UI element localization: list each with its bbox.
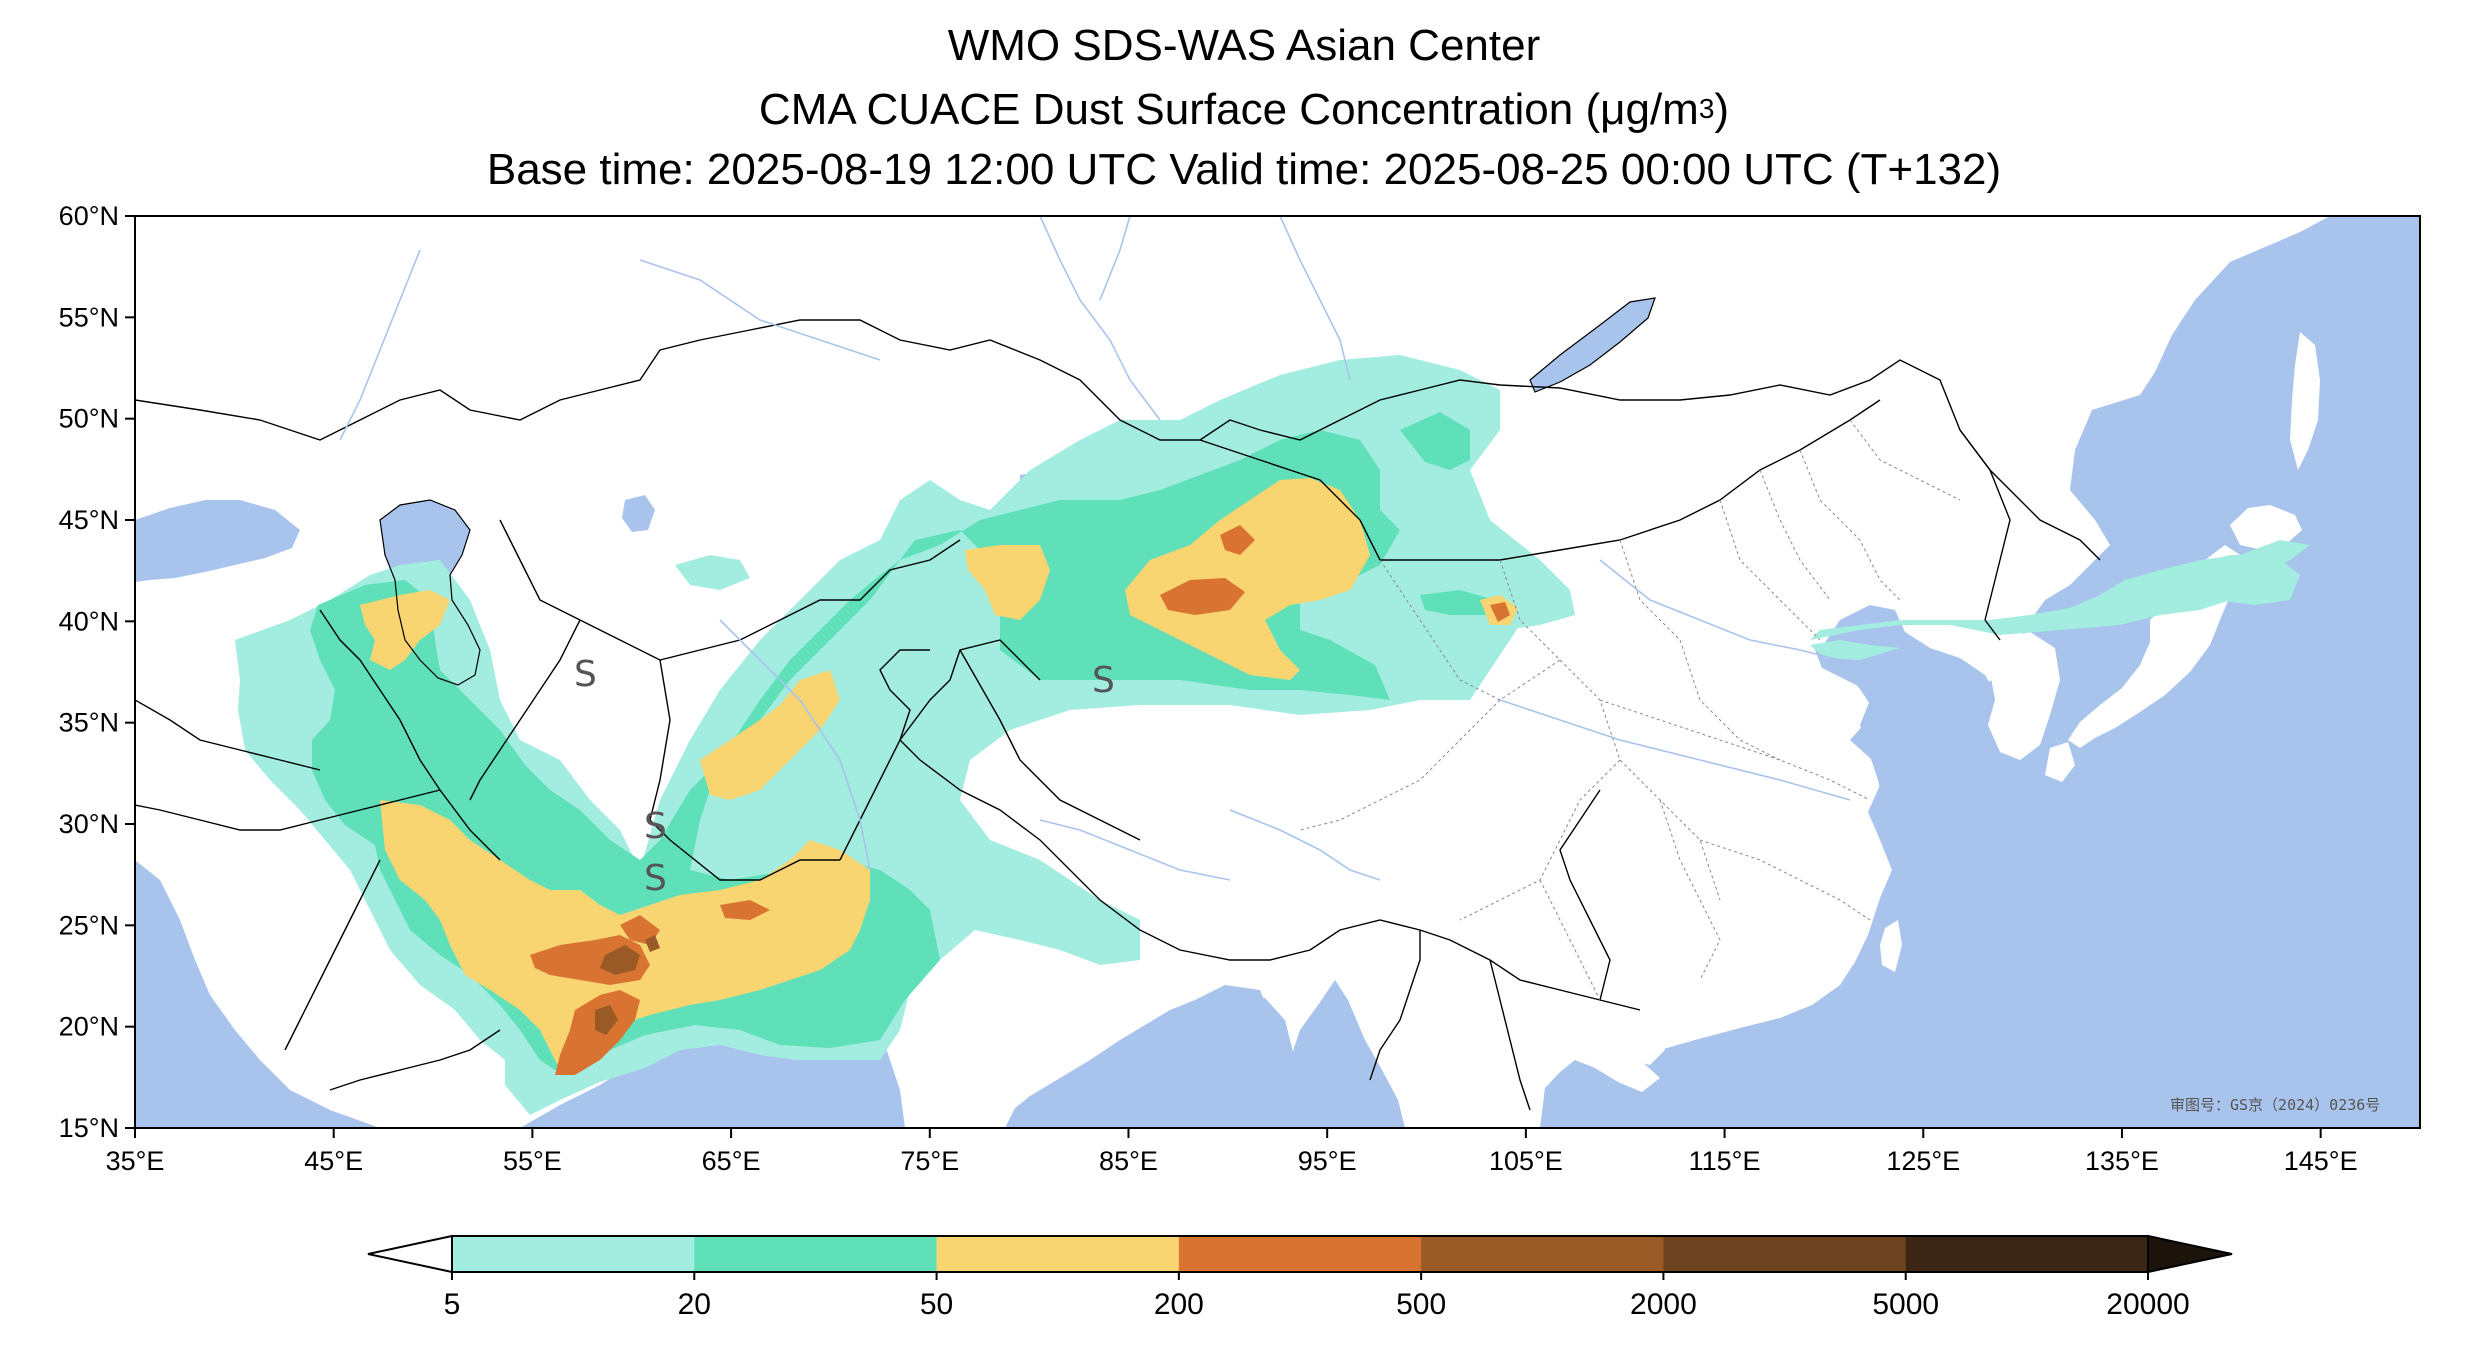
dust-symbol-2: S [644, 806, 667, 847]
lat-tick-label-2: 25°N [59, 910, 119, 940]
title-line-2: CMA CUACE Dust Surface Concentration (μg… [0, 84, 2488, 141]
colorbar-segment-4 [1421, 1236, 1664, 1272]
colorbar-segment-5 [1663, 1236, 1907, 1272]
taiwan [1880, 920, 1902, 972]
map-frame [134, 215, 2421, 1129]
latitude-axis: 15°N 20°N 25°N 30°N 35°N 40°N 45°N 50°N 55°N 60°N [59, 201, 135, 1143]
map-body: S S S S 审图号：GS京（2024）0236号 [135, 216, 2420, 1128]
colorbar-label-4: 500 [1396, 1288, 1446, 1321]
title-line-2-text: CMA CUACE Dust Surface Concentration ( [758, 85, 1601, 134]
lon-tick-label-11: 145°E [2284, 1146, 2358, 1176]
lon-tick-label-4: 75°E [900, 1146, 959, 1176]
colorbar-segment-6 [1905, 1236, 2149, 1272]
colorbar: 5 20 50 200 500 2000 5000 20000 [367, 1234, 2233, 1321]
lat-tick-label-0: 15°N [59, 1113, 119, 1143]
lon-tick-label-2: 55°E [503, 1146, 562, 1176]
rivers [339, 216, 1851, 881]
map-approval-number: 审图号：GS京（2024）0236号 [2170, 1096, 2380, 1114]
lat-tick-label-8: 55°N [59, 302, 119, 332]
colorbar-label-6: 5000 [1872, 1288, 1939, 1321]
lat-tick-label-7: 50°N [59, 404, 119, 434]
dust-symbol-4: S [1092, 660, 1115, 701]
colorbar-label-7: 20000 [2106, 1288, 2189, 1321]
lon-tick-label-3: 65°E [702, 1146, 761, 1176]
colorbar-segment-1 [694, 1236, 938, 1272]
lon-tick-label-5: 85°E [1099, 1146, 1158, 1176]
longitude-axis: 35°E 45°E 55°E 65°E 75°E 85°E 95°E 105°E 115°E 12… [106, 1128, 2358, 1176]
coastline [379, 297, 1656, 686]
yellow-sea [1820, 605, 2000, 835]
lon-tick-label-10: 135°E [2085, 1146, 2159, 1176]
lon-tick-label-7: 105°E [1489, 1146, 1563, 1176]
lon-tick-label-9: 125°E [1886, 1146, 1960, 1176]
aral-sea [622, 495, 655, 532]
sakhalin [2290, 332, 2320, 470]
bay-of-bengal [1140, 995, 1318, 1128]
lon-tick-label-8: 115°E [1689, 1146, 1761, 1176]
red-sea [135, 870, 290, 1128]
dust-symbol-1: S [574, 654, 597, 695]
country-borders [135, 319, 2101, 1111]
dust-field-layer-50 [360, 478, 1518, 1070]
title-line-3: Base time: 2025-08-19 12:00 UTC Valid ti… [486, 145, 2002, 194]
japan-hokkaido [2230, 505, 2302, 550]
colorbar-frame [451, 1235, 2149, 1273]
colorbar-segment-0 [452, 1236, 695, 1272]
lat-tick-label-1: 20°N [59, 1012, 119, 1042]
lat-tick-label-9: 60°N [59, 201, 119, 231]
colorbar-label-5: 2000 [1630, 1288, 1697, 1321]
korean-peninsula [1988, 632, 2060, 760]
colorbar-label-1: 20 [678, 1288, 711, 1321]
lon-tick-label-0: 35°E [106, 1146, 165, 1176]
colorbar-label-2: 50 [920, 1288, 953, 1321]
lat-tick-label-4: 35°N [59, 708, 119, 738]
lake-baikal [1530, 298, 1655, 392]
colorbar-segment-2 [936, 1236, 1180, 1272]
title-line-1: WMO SDS-WAS Asian Center [947, 21, 1541, 70]
colorbar-over-triangle [2147, 1234, 2233, 1274]
black-sea [135, 500, 300, 582]
lat-tick-label-6: 45°N [59, 505, 119, 535]
hainan [1630, 1035, 1665, 1065]
title-line-2-close: ) [1714, 85, 1730, 134]
lat-tick-label-5: 40°N [59, 606, 119, 636]
colorbar-label-0: 5 [444, 1288, 461, 1321]
colorbar-label-3: 200 [1154, 1288, 1204, 1321]
japan-kyushu [2045, 742, 2075, 782]
lat-tick-label-3: 30°N [59, 809, 119, 839]
lon-tick-label-6: 95°E [1298, 1146, 1357, 1176]
dust-symbol-3: S [644, 858, 667, 899]
unit-mu: μ [1600, 85, 1626, 134]
colorbar-segment-3 [1178, 1236, 1422, 1272]
colorbar-under-triangle [367, 1234, 453, 1274]
dust-field-layer-500 [595, 935, 660, 1035]
dust-storm-symbols: S S S S [574, 654, 1115, 899]
lon-tick-label-1: 45°E [304, 1146, 363, 1176]
unit-text: g/m [1625, 85, 1699, 134]
unit-superscript: 3 [1698, 93, 1715, 124]
